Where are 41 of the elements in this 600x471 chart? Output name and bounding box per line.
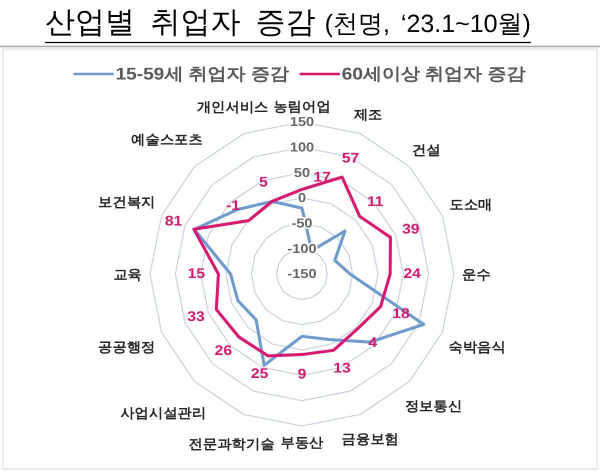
category-label: 농림어업 <box>273 98 331 114</box>
y-tick-label: 100 <box>290 140 314 154</box>
category-label: 숙박음식 <box>448 338 506 354</box>
y-tick-label: 50 <box>294 166 310 180</box>
data-label: 11 <box>366 194 384 210</box>
category-label: 제조 <box>354 106 382 122</box>
category-label: 보건복지 <box>98 194 156 210</box>
category-label: 전문과학기술 <box>188 436 275 452</box>
data-label: 81 <box>164 214 182 230</box>
category-label: 교육 <box>113 266 142 282</box>
data-label: 5 <box>259 175 268 190</box>
data-label: 15 <box>188 266 206 282</box>
legend-label: 15-59세 취업자 증감 <box>116 64 289 84</box>
category-label: 사업시설관리 <box>120 404 206 420</box>
category-label: 도소매 <box>450 196 492 212</box>
data-label: -1 <box>226 198 240 214</box>
category-label: 예술스포츠 <box>131 131 203 147</box>
data-label: 26 <box>214 344 232 359</box>
category-label: 금융보험 <box>342 430 399 447</box>
category-label: 개인서비스 <box>196 98 269 114</box>
legend-label: 60세이상 취업자 증감 <box>342 64 526 84</box>
category-label: 부동산 <box>280 434 324 450</box>
data-label: 17 <box>313 170 331 186</box>
category-label: 운수 <box>462 266 491 282</box>
data-label: 25 <box>250 366 268 382</box>
category-label: 공공행정 <box>98 338 156 354</box>
data-label: 33 <box>187 310 205 325</box>
data-label: 13 <box>333 361 351 376</box>
chart-title: 산업별 취업자 증감 <box>45 6 316 39</box>
data-label: 57 <box>342 151 360 166</box>
y-tick-label: -150 <box>287 266 317 282</box>
category-label: 건설 <box>412 142 441 158</box>
data-label: 24 <box>403 266 421 282</box>
chart-subtitle: (천명, ‘23.1~10월) <box>324 10 531 38</box>
data-label: 9 <box>298 367 306 382</box>
data-label: 39 <box>402 222 420 238</box>
category-label: 정보통신 <box>404 398 462 414</box>
data-label: 4 <box>368 336 378 351</box>
y-tick-label: 150 <box>290 114 314 130</box>
data-label: 18 <box>392 306 410 322</box>
y-tick-label: 0 <box>298 190 306 206</box>
